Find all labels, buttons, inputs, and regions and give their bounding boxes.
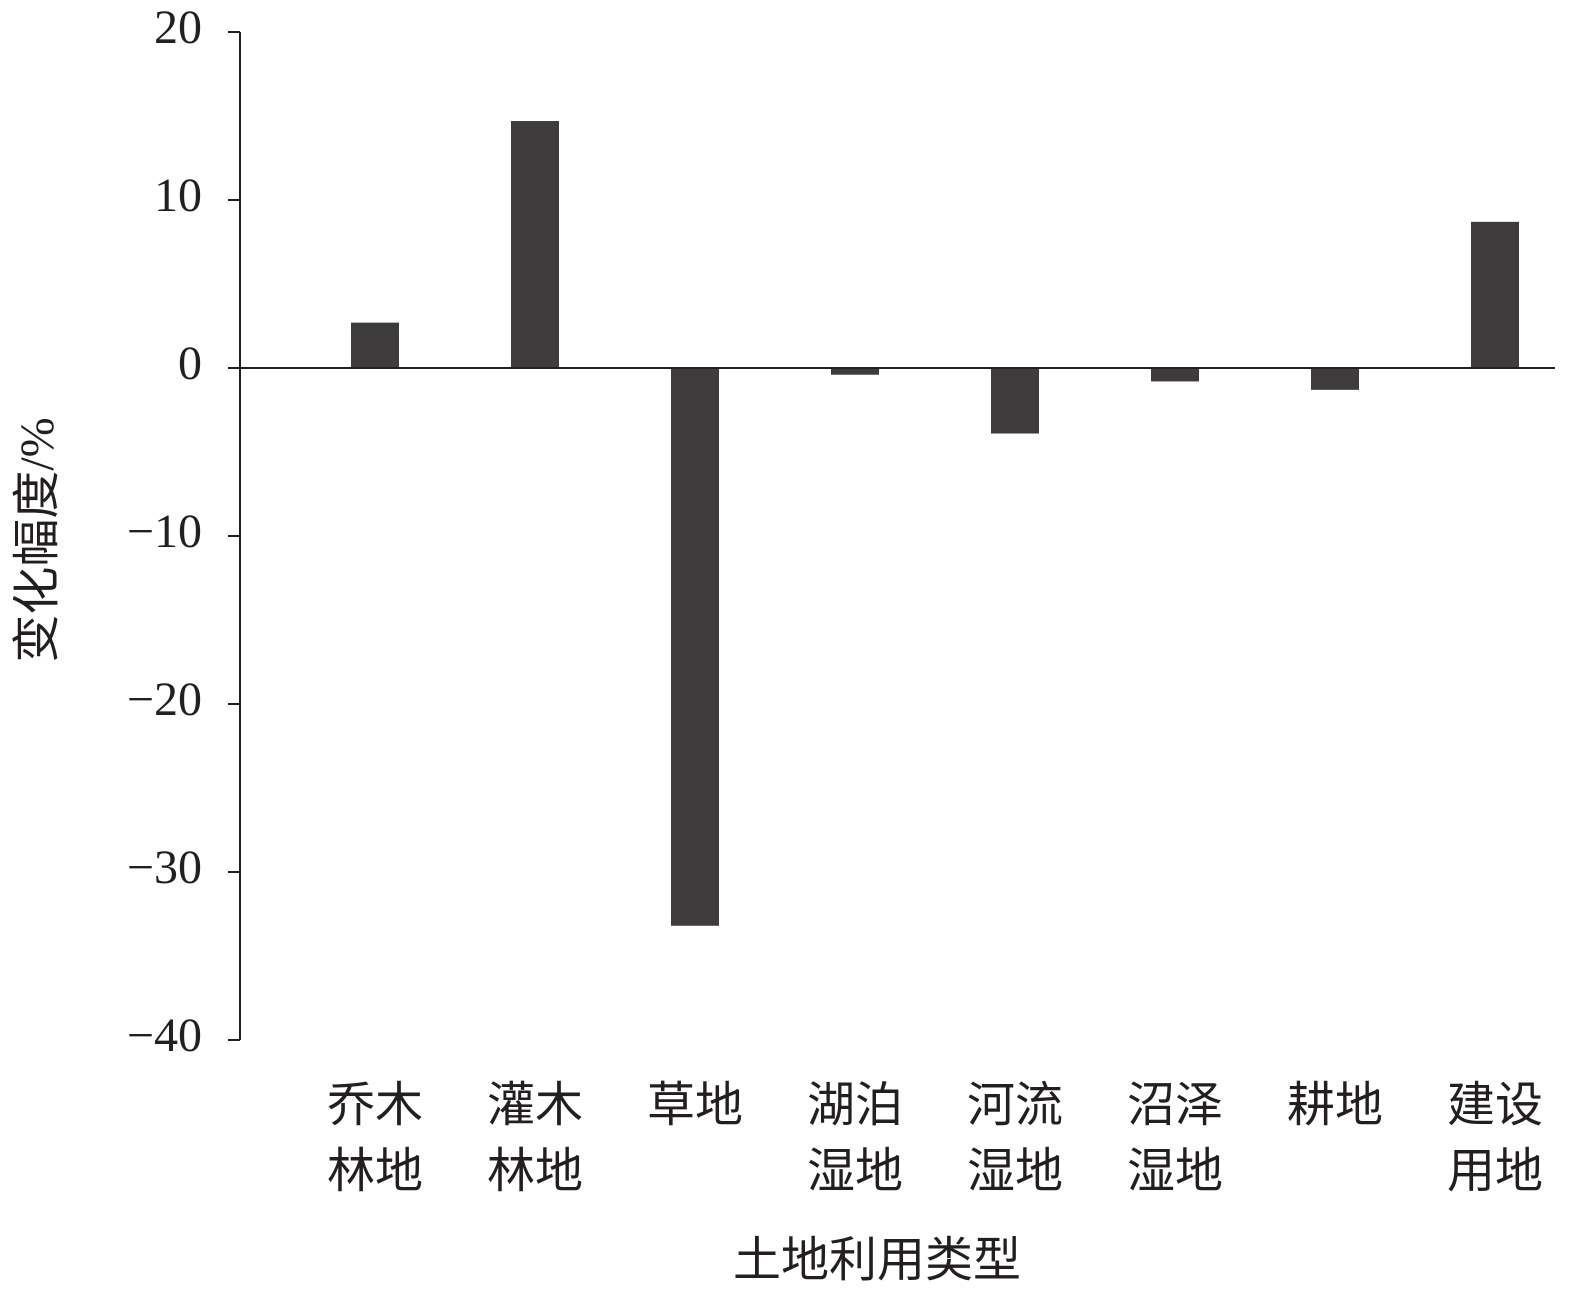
bar (351, 322, 399, 368)
x-tick-label: 沼泽 (1127, 1079, 1223, 1132)
y-tick-label: −40 (127, 1009, 202, 1062)
x-tick-label: 草地 (647, 1079, 743, 1132)
y-tick-label: 0 (178, 337, 202, 390)
x-tick-label: 耕地 (1287, 1079, 1383, 1132)
x-tick-label: 建设 (1447, 1079, 1543, 1132)
bar (991, 368, 1039, 434)
bar (1151, 368, 1199, 382)
x-tick-label: 灌木 (487, 1079, 583, 1132)
x-axis-title: 土地利用类型 (733, 1234, 1021, 1287)
y-tick-label: −10 (127, 505, 202, 558)
y-tick-label: −30 (127, 841, 202, 894)
x-tick-label: 湿地 (807, 1145, 903, 1198)
y-tick-label: −20 (127, 673, 202, 726)
x-tick-label: 湿地 (1127, 1145, 1223, 1198)
bar (831, 368, 879, 375)
bar (671, 368, 719, 926)
x-tick-label: 林地 (327, 1145, 423, 1198)
x-tick-label: 湖泊 (807, 1079, 903, 1132)
x-tick-label: 用地 (1447, 1145, 1543, 1198)
bar (511, 121, 559, 368)
y-tick-label: 10 (154, 169, 202, 222)
y-axis-title: 变化幅度/% (11, 417, 64, 662)
x-tick-label: 河流 (967, 1079, 1063, 1132)
x-tick-label: 林地 (487, 1145, 583, 1198)
bar (1311, 368, 1359, 390)
x-tick-label: 乔木 (327, 1079, 423, 1132)
bar (1471, 221, 1519, 368)
y-tick-label: 20 (154, 1, 202, 54)
x-tick-label: 湿地 (967, 1145, 1063, 1198)
